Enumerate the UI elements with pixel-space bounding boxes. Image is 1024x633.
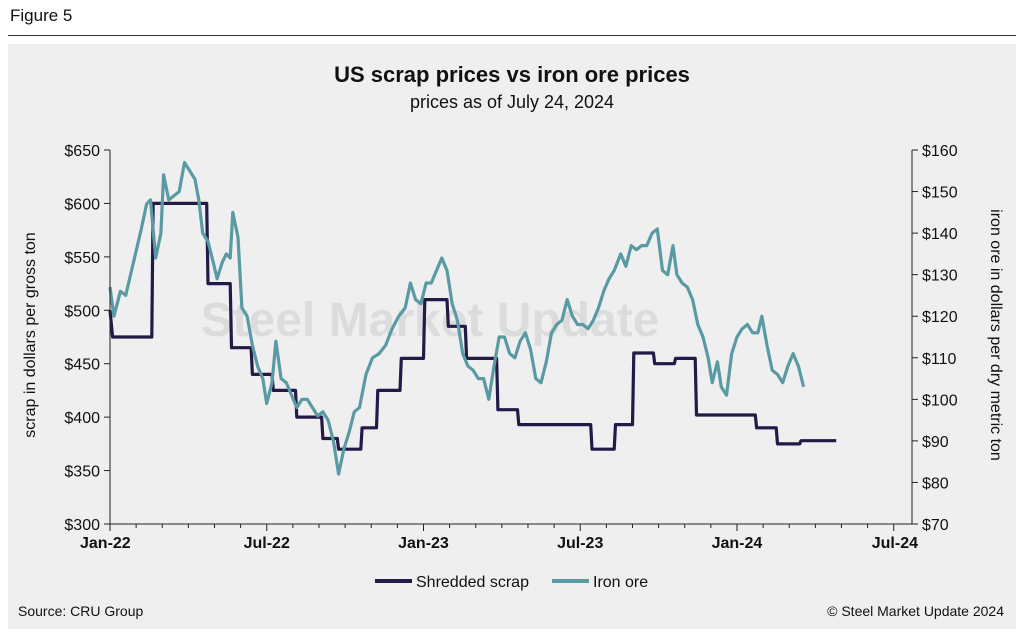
x-tick-label: Jan-22 xyxy=(80,535,131,552)
chart-subtitle: prices as of July 24, 2024 xyxy=(409,92,615,112)
y-tick-label-left: $550 xyxy=(64,250,100,267)
x-tick-label: Jul-24 xyxy=(872,535,918,552)
y-tick-label-left: $450 xyxy=(64,357,100,374)
chart-panel xyxy=(8,44,1016,629)
series-line-shredded-scrap xyxy=(108,201,837,451)
y-axis-label-left: scrap in dollars per gross ton xyxy=(22,232,39,437)
x-tick-label: Jan-23 xyxy=(398,535,449,552)
y-tick-label-right: $160 xyxy=(922,143,958,160)
y-tick-label-left: $650 xyxy=(64,143,100,160)
y-tick-label-left: $600 xyxy=(64,196,100,213)
x-tick-label: Jul-22 xyxy=(244,535,290,552)
x-tick-label: Jan-24 xyxy=(712,535,763,552)
y-tick-label-right: $130 xyxy=(922,268,958,285)
y-tick-label-right: $70 xyxy=(922,517,949,534)
legend-label-ore: Iron ore xyxy=(593,574,648,591)
y-tick-label-right: $150 xyxy=(922,185,958,202)
y-tick-label-right: $80 xyxy=(922,475,949,492)
legend: Shredded scrap Iron ore xyxy=(375,574,648,591)
x-tick-label: Jul-23 xyxy=(557,535,603,552)
series-lines xyxy=(108,160,837,476)
figure-rule xyxy=(8,35,1016,36)
y-tick-label-left: $500 xyxy=(64,303,100,320)
tick-labels: $300 $350 $400 $450 $500 $550 $600 $650 $70 $80 $9… xyxy=(64,143,957,552)
y-tick-label-right: $140 xyxy=(922,226,958,243)
legend-label-scrap: Shredded scrap xyxy=(416,574,529,591)
y-tick-label-left: $300 xyxy=(64,517,100,534)
series-line-iron-ore xyxy=(108,160,806,476)
y-tick-label-right: $100 xyxy=(922,392,958,409)
y-tick-label-right: $120 xyxy=(922,309,958,326)
figure-label: Figure 5 xyxy=(10,6,73,25)
y-tick-label-left: $400 xyxy=(64,410,100,427)
axes xyxy=(104,149,918,531)
y-axis-label-right: iron ore in dollars per dry metric ton xyxy=(987,209,1004,461)
watermark-text: Steel Market Update xyxy=(201,294,660,347)
chart-title: US scrap prices vs iron ore prices xyxy=(334,62,690,87)
source-note: Source: CRU Group xyxy=(18,603,144,619)
y-tick-label-right: $110 xyxy=(922,351,957,368)
copyright-note: © Steel Market Update 2024 xyxy=(827,603,1004,619)
y-tick-label-left: $350 xyxy=(64,464,100,481)
y-tick-label-right: $90 xyxy=(922,434,949,451)
